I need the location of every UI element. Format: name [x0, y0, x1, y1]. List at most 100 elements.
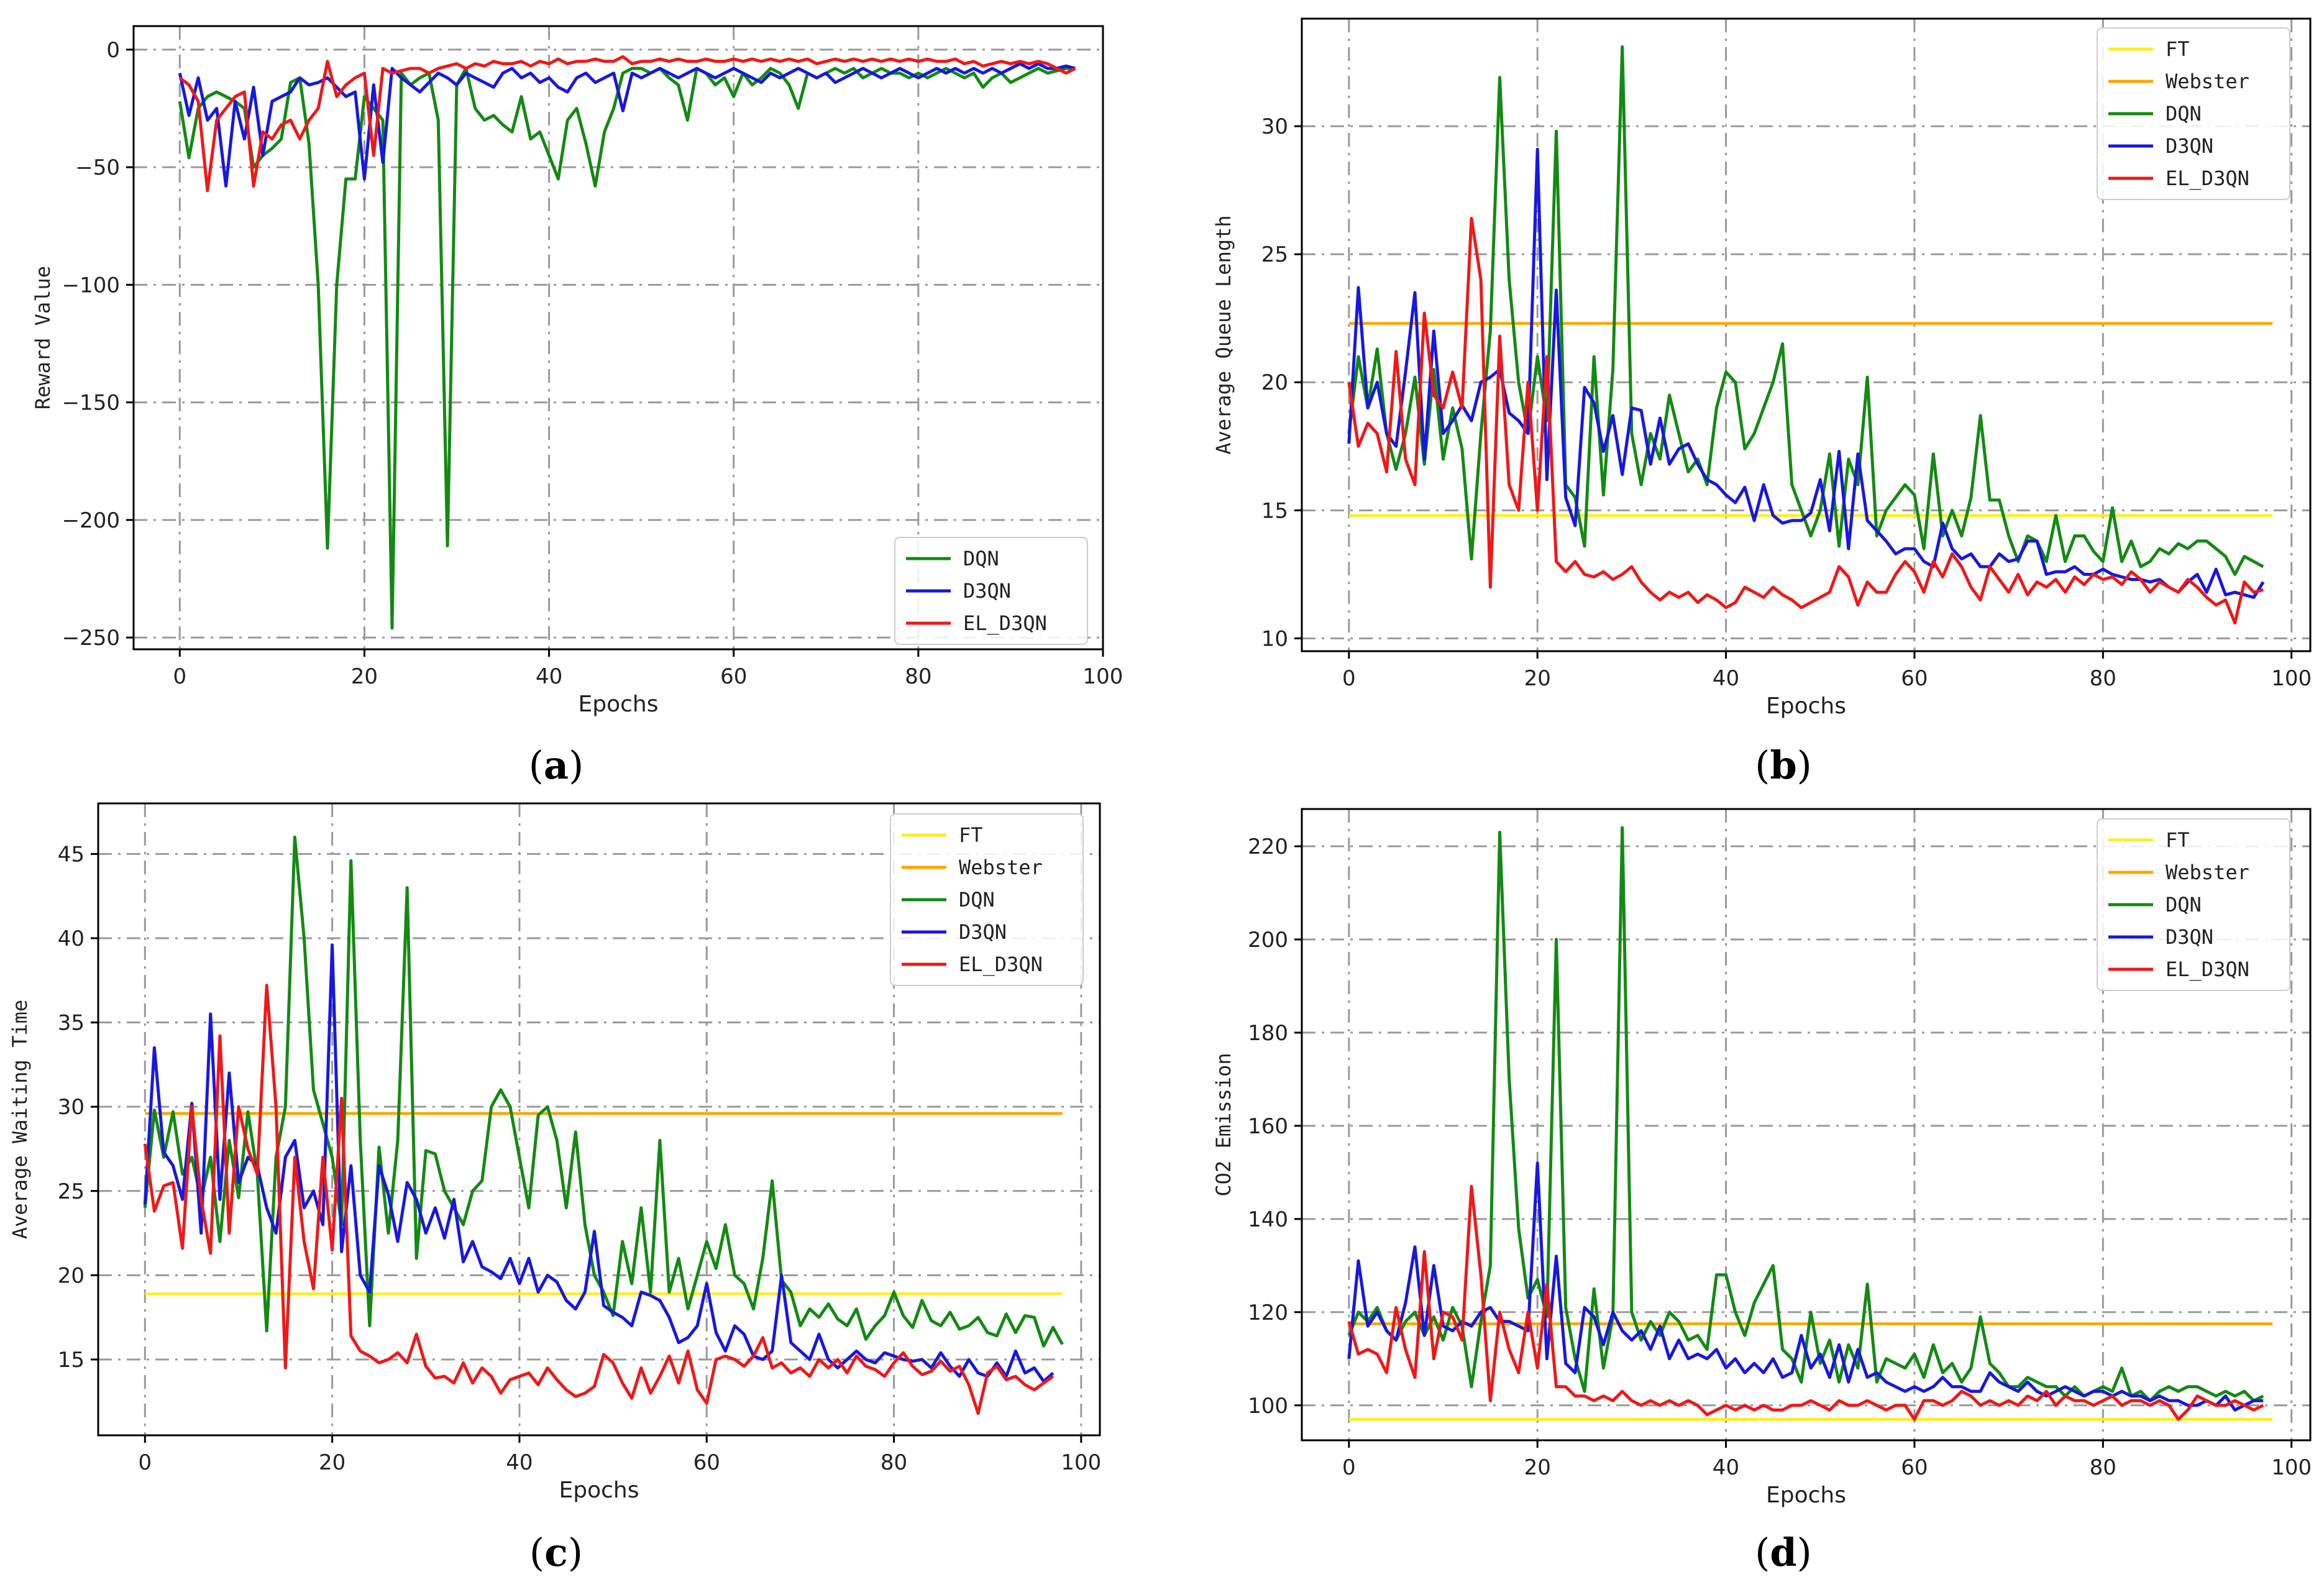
y-axis-label: Average Waiting Time — [8, 1000, 32, 1239]
series-line-el-d3qn — [1347, 217, 2264, 625]
legend-label: D3QN — [2166, 134, 2213, 158]
legend-label: Webster — [2166, 861, 2249, 884]
y-tick-label: 35 — [58, 1011, 85, 1036]
legend-label: DQN — [2166, 102, 2202, 126]
series-line-dqn — [143, 835, 1064, 1348]
y-tick-label: 30 — [1261, 114, 1288, 139]
legend-label: DQN — [2166, 893, 2202, 916]
series-line-dqn — [1347, 45, 2264, 576]
y-tick-label: 140 — [1248, 1207, 1288, 1232]
y-tick-label: 25 — [1261, 242, 1288, 267]
y-tick-label: 100 — [1248, 1394, 1288, 1419]
series-line-el-d3qn — [143, 984, 1054, 1415]
y-tick-label: 10 — [1261, 626, 1288, 651]
x-tick-label: 20 — [1524, 1455, 1551, 1480]
series-line-d3qn — [178, 62, 1076, 188]
x-tick-label: 80 — [2090, 1455, 2116, 1480]
series-line-dqn — [178, 66, 1076, 630]
y-tick-label: 25 — [58, 1179, 85, 1204]
x-tick-label: 60 — [1901, 666, 1928, 691]
x-tick-label: 40 — [506, 1450, 533, 1475]
x-tick-label: 20 — [319, 1450, 345, 1475]
caption-a-letter: a — [543, 743, 569, 788]
plot-frame — [1301, 808, 2312, 1442]
caption-d: (d) — [1755, 1530, 1812, 1575]
x-tick-label: 40 — [1713, 1455, 1739, 1480]
series-line-el-d3qn — [178, 55, 1076, 193]
legend-label: FT — [959, 823, 983, 847]
legend: FT Webster DQN D3QN EL_D3QN — [890, 813, 1084, 986]
y-tick-label: 20 — [58, 1263, 85, 1288]
y-tick-label: 15 — [58, 1348, 85, 1373]
y-tick-label: 120 — [1248, 1300, 1288, 1325]
x-tick-label: 40 — [1713, 666, 1739, 691]
legend-box — [2097, 818, 2290, 991]
chart-c: 0 20 40 60 80 100 15 20 25 30 35 40 45 Epochs Average … — [8, 802, 1101, 1503]
plot-frame — [97, 802, 1101, 1437]
legend-box — [890, 813, 1084, 986]
plot-frame — [132, 25, 1104, 651]
x-tick-label: 40 — [536, 664, 562, 689]
x-tick-label: 80 — [905, 664, 931, 689]
x-tick-label: 100 — [2271, 1455, 2312, 1480]
y-tick-label: 20 — [1261, 370, 1288, 395]
x-tick-label: 60 — [693, 1450, 720, 1475]
y-tick-label: −50 — [75, 155, 120, 180]
y-tick-label: 40 — [58, 926, 85, 951]
legend-box — [894, 537, 1088, 645]
x-tick-label: 0 — [173, 664, 186, 689]
legend: DQN D3QN EL_D3QN — [894, 537, 1088, 645]
series-line-el-d3qn — [1347, 1184, 2264, 1421]
y-axis-label: CO2 Emission — [1212, 1053, 1235, 1196]
x-tick-label: 0 — [1342, 1455, 1356, 1480]
x-tick-label: 100 — [2271, 666, 2312, 691]
x-tick-label: 80 — [881, 1450, 907, 1475]
x-tick-label: 60 — [1901, 1455, 1928, 1480]
caption-c-letter: c — [544, 1530, 568, 1575]
caption-b: (b) — [1755, 743, 1812, 788]
legend-box — [2097, 27, 2290, 200]
legend-label: Webster — [2166, 70, 2249, 93]
y-axis-label: Reward Value — [31, 266, 55, 409]
caption-d-letter: d — [1770, 1530, 1797, 1575]
legend-label: EL_D3QN — [959, 953, 1043, 976]
plot-frame — [1301, 17, 2312, 652]
x-axis-label: Epochs — [559, 1478, 639, 1503]
y-tick-label: 180 — [1248, 1021, 1288, 1046]
legend-label: Webster — [959, 856, 1043, 879]
y-tick-label: 45 — [58, 842, 85, 867]
x-tick-label: 20 — [1524, 666, 1551, 691]
legend-label: EL_D3QN — [2166, 167, 2249, 190]
x-tick-label: 100 — [1061, 1450, 1101, 1475]
legend-label: D3QN — [959, 920, 1007, 944]
x-tick-label: 0 — [139, 1450, 152, 1475]
legend: FT Webster DQN D3QN EL_D3QN — [2097, 27, 2290, 200]
x-tick-label: 100 — [1083, 664, 1123, 689]
y-tick-label: 15 — [1261, 498, 1288, 523]
y-axis-label: Average Queue Length — [1212, 215, 1235, 454]
legend-label: EL_D3QN — [2166, 957, 2249, 981]
legend-label: D3QN — [963, 579, 1011, 603]
y-tick-label: −200 — [62, 508, 120, 533]
legend-label: FT — [2166, 828, 2190, 852]
y-tick-label: −150 — [62, 391, 120, 416]
caption-a: (a) — [528, 743, 584, 788]
x-axis-label: Epochs — [1766, 693, 1846, 719]
chart-b: 0 20 40 60 80 100 10 15 20 25 30 Epochs Average Queu… — [1212, 17, 2312, 719]
y-tick-label: −100 — [62, 273, 120, 298]
legend-label: DQN — [959, 888, 995, 912]
chart-d: 0 20 40 60 80 100 100 120 140 160 180 200 220 Epochs C… — [1212, 808, 2312, 1508]
legend-label: DQN — [963, 547, 999, 570]
y-tick-label: 200 — [1248, 928, 1288, 953]
x-axis-label: Epochs — [1766, 1483, 1846, 1508]
legend-label: D3QN — [2166, 925, 2213, 949]
legend-label: FT — [2166, 37, 2190, 61]
x-tick-label: 80 — [2090, 666, 2116, 691]
caption-c: (c) — [529, 1530, 583, 1575]
legend: FT Webster DQN D3QN EL_D3QN — [2097, 818, 2290, 991]
x-tick-label: 0 — [1342, 666, 1356, 691]
y-tick-label: 160 — [1248, 1114, 1288, 1139]
legend-label: EL_D3QN — [963, 611, 1047, 635]
y-tick-label: 30 — [58, 1095, 85, 1120]
chart-a: 0 20 40 60 80 100 0 −50 −100 −150 −200 −250 Epochs Re… — [31, 25, 1123, 717]
